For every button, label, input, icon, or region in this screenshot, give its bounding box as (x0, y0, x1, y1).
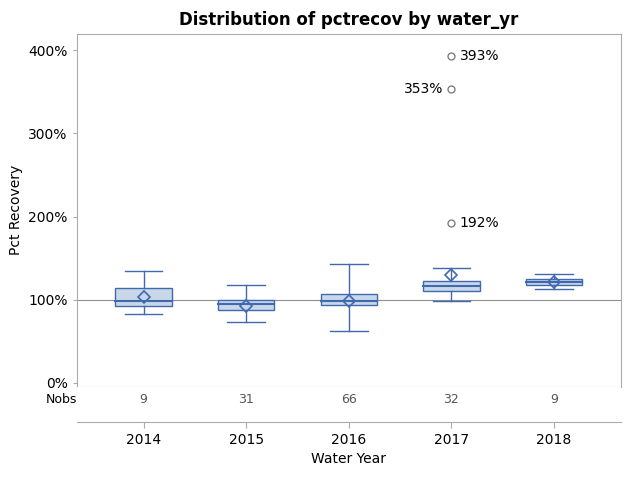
FancyBboxPatch shape (321, 294, 377, 305)
FancyBboxPatch shape (115, 288, 172, 306)
Text: 393%: 393% (460, 49, 499, 63)
X-axis label: Water Year: Water Year (311, 452, 387, 467)
Text: Nobs: Nobs (45, 393, 77, 406)
Text: 9: 9 (550, 393, 558, 406)
FancyBboxPatch shape (218, 300, 275, 310)
Text: 66: 66 (341, 393, 356, 406)
FancyBboxPatch shape (526, 279, 582, 285)
Text: 192%: 192% (460, 216, 499, 230)
Y-axis label: Pct Recovery: Pct Recovery (9, 165, 22, 255)
Text: 32: 32 (444, 393, 460, 406)
Text: 9: 9 (140, 393, 147, 406)
Text: 31: 31 (238, 393, 254, 406)
Text: 353%: 353% (404, 83, 444, 96)
FancyBboxPatch shape (423, 281, 479, 290)
Title: Distribution of pctrecov by water_yr: Distribution of pctrecov by water_yr (179, 11, 518, 29)
